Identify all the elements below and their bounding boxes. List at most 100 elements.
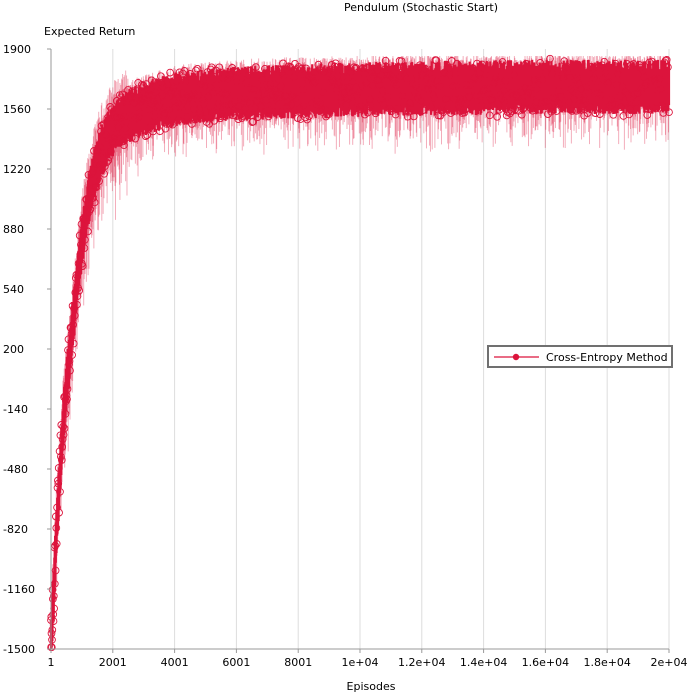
data-point [199,78,208,86]
data-point [259,86,267,94]
data-point [143,131,151,140]
tick-label-layer: 1 2001 4001 6001 8001 1e+04 1.2e+04 1.4e+04 1.6e… [3,43,687,669]
data-point [142,80,151,88]
data-point [298,86,307,94]
data-point [319,88,328,97]
data-point [433,77,442,85]
data-point [415,87,423,96]
data-point [534,76,542,85]
data-point [258,76,267,84]
data-point [424,85,432,93]
y-tick-label: -1160 [3,583,35,596]
data-point [427,103,436,111]
data-point [118,90,127,99]
data-point [579,95,587,104]
data-point [228,64,237,72]
data-point [84,227,92,236]
data-point [226,71,235,80]
x-tick-label: 1 [48,656,55,669]
data-point [629,60,638,68]
data-point [494,77,503,86]
data-point [481,70,490,79]
data-point [130,115,139,124]
data-point [597,91,605,99]
data-point [68,302,77,310]
data-point [381,56,390,65]
data-point [98,149,107,157]
data-point [254,91,263,100]
data-point [590,74,599,82]
data-point [329,77,338,86]
data-point [546,54,554,63]
data-point [232,77,241,86]
data-point [174,99,182,107]
data-point [173,90,182,98]
data-point [93,146,102,155]
data-point [52,524,61,532]
data-point [592,84,601,92]
data-point [589,64,597,73]
data-point [48,626,57,634]
y-tick-label: 540 [3,283,24,296]
data-point [126,91,135,99]
data-point [54,479,63,488]
data-point [56,431,65,440]
data-point [277,82,286,90]
data-point [135,108,144,117]
data-point [169,84,178,92]
data-point [309,79,318,88]
data-point [550,99,559,108]
data-point [132,113,140,122]
data-point [449,81,457,90]
data-point [311,78,320,87]
data-point [223,89,231,98]
data-point [506,109,514,118]
data-point [591,109,600,117]
data-point [263,69,272,78]
data-point [129,88,137,97]
data-point [73,300,81,309]
data-point [641,81,649,90]
data-point [78,262,87,270]
data-point [249,117,258,126]
data-point [430,94,439,103]
data-point [69,320,77,329]
data-point [529,75,538,84]
data-point [59,422,67,431]
data-point [252,96,261,105]
data-point [56,487,64,496]
data-point [60,424,69,433]
data-point [542,97,551,106]
data-point [600,57,609,66]
data-point [603,79,612,88]
data-point [307,72,315,81]
data-point [299,101,308,110]
data-point [390,76,399,84]
data-point [362,63,371,72]
data-point [55,508,63,517]
data-point [193,64,202,73]
data-point [493,112,501,121]
data-point [338,82,347,91]
data-point [154,94,163,103]
data-point [452,81,460,90]
data-point [469,74,478,83]
data-point [278,69,286,78]
data-point [302,64,311,73]
data-point [189,90,198,98]
data-point [527,90,536,99]
data-point [51,566,60,575]
data-point [200,99,208,108]
data-point [425,69,433,78]
data-point [478,60,487,69]
data-point [647,57,656,66]
x-tick-label: 1.8e+04 [583,656,630,669]
data-point [155,102,164,110]
data-point [407,104,416,113]
data-point [664,63,672,71]
x-tick-label: 1e+04 [341,656,378,669]
data-point [392,81,401,90]
data-point [75,286,84,295]
data-point [467,103,476,112]
data-point [287,100,296,109]
